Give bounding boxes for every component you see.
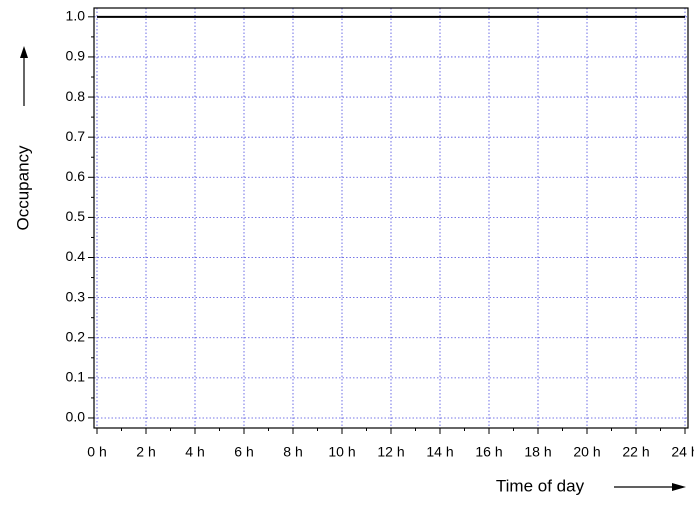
x-axis-label: Time of day: [496, 476, 585, 495]
y-tick-label: 0.4: [66, 248, 86, 264]
y-tick-label: 0.9: [66, 48, 86, 64]
x-tick-label: 22 h: [622, 444, 649, 460]
y-tick-label: 0.5: [66, 208, 86, 224]
x-arrow-head: [672, 483, 686, 491]
x-tick-label: 4 h: [185, 444, 204, 460]
y-tick-label: 0.6: [66, 168, 86, 184]
y-axis-label: Occupancy: [13, 145, 32, 231]
y-tick-label: 0.7: [66, 128, 86, 144]
y-arrow-head: [20, 46, 28, 58]
x-tick-label: 16 h: [475, 444, 502, 460]
x-tick-label: 8 h: [283, 444, 302, 460]
y-tick-label: 0.8: [66, 88, 86, 104]
x-tick-label: 10 h: [328, 444, 355, 460]
y-tick-label: 0.3: [66, 288, 86, 304]
x-tick-label: 0 h: [87, 444, 106, 460]
x-tick-label: 6 h: [234, 444, 253, 460]
x-tick-label: 20 h: [573, 444, 600, 460]
x-tick-label: 12 h: [377, 444, 404, 460]
x-tick-label: 2 h: [136, 444, 155, 460]
x-tick-label: 14 h: [426, 444, 453, 460]
x-tick-label: 24 h: [671, 444, 694, 460]
y-tick-label: 0.0: [66, 409, 86, 425]
plot-frame: [93, 7, 689, 429]
y-tick-label: 0.2: [66, 328, 86, 344]
x-tick-label: 18 h: [524, 444, 551, 460]
y-tick-label: 1.0: [66, 8, 86, 24]
y-tick-label: 0.1: [66, 369, 86, 385]
